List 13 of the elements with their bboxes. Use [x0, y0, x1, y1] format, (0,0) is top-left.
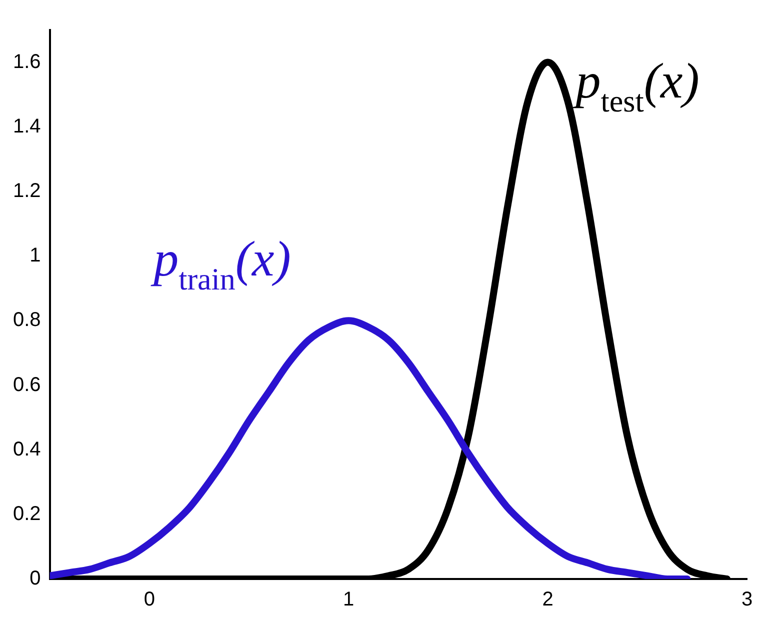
x-tick-label: 2	[542, 588, 554, 611]
y-tick-label: 1.6	[12, 50, 41, 73]
y-tick-label: 0.8	[12, 309, 41, 332]
y-tick-label: 1	[30, 244, 41, 267]
y-tick-label: 1.4	[12, 115, 41, 138]
y-tick-label: 0	[30, 568, 41, 590]
x-tick-label: 0	[144, 588, 155, 611]
y-tick-label: 0.2	[12, 502, 41, 525]
y-tick-label: 1.2	[12, 180, 41, 202]
y-tick-label: 0.6	[12, 374, 41, 396]
y-tick-label: 0.4	[12, 438, 41, 460]
x-tick-label: 1	[343, 588, 354, 611]
x-tick-label: 3	[741, 588, 753, 611]
